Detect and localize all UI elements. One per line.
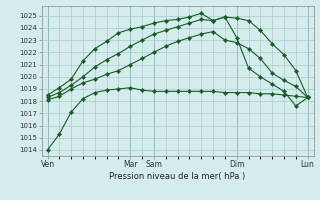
X-axis label: Pression niveau de la mer( hPa ): Pression niveau de la mer( hPa ) — [109, 172, 246, 181]
